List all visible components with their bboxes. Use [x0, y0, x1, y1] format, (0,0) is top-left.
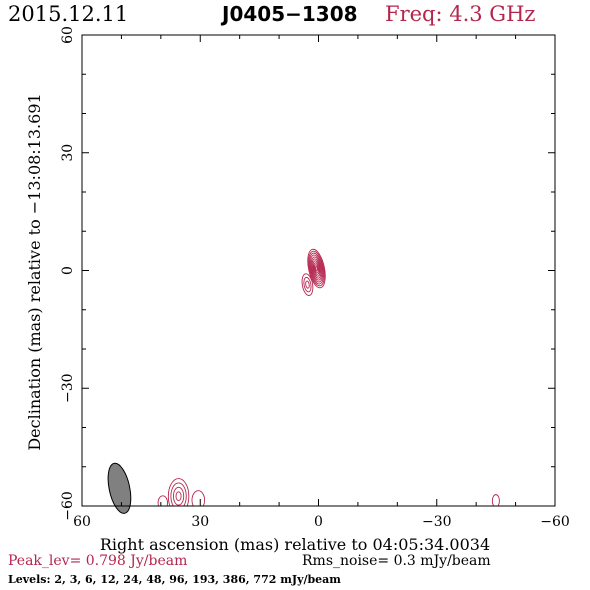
epoch-date: 2015.12.11 — [8, 2, 129, 26]
contour-core-7 — [313, 262, 320, 275]
beam-layer — [107, 462, 132, 514]
contour-core-1 — [308, 250, 325, 287]
axis-ticks — [81, 34, 556, 507]
y-tick-label: 60 — [60, 26, 76, 44]
contour-core-3 — [309, 254, 324, 283]
peak-level: Peak_lev= 0.798 Jy/beam — [8, 553, 188, 569]
x-tick-label: 60 — [73, 514, 91, 530]
y-axis-label: Declination (mas) relative to −13:08:13.… — [25, 93, 44, 450]
contour-core-6 — [312, 260, 321, 277]
contour-layer — [157, 248, 500, 506]
x-axis-label: Right ascension (mas) relative to 04:05:… — [100, 535, 490, 554]
x-tick-label: −60 — [540, 514, 570, 530]
contour-knot-0 — [301, 273, 314, 296]
contour-core-5 — [311, 258, 322, 279]
contour-edge-feature-right-0 — [491, 494, 500, 506]
contour-levels: Levels: 2, 3, 6, 12, 24, 48, 96, 193, 38… — [8, 573, 341, 586]
contour-core-0 — [307, 248, 326, 289]
contour-knot-1 — [303, 276, 312, 293]
beam-ellipse — [107, 462, 132, 514]
source-name: J0405−1308 — [222, 2, 358, 26]
contour-knot-2 — [305, 280, 310, 289]
contour-edge-feature-left-1 — [170, 482, 187, 506]
y-tick-label: 0 — [60, 266, 76, 275]
contour-core-4 — [310, 256, 323, 281]
contour-edge-feature-left-0 — [167, 478, 190, 506]
contour-core-2 — [309, 252, 324, 285]
x-tick-label: 0 — [314, 514, 323, 530]
x-tick-label: −30 — [422, 514, 452, 530]
contour-core-8 — [314, 264, 319, 273]
x-tick-label: 30 — [191, 514, 209, 530]
y-tick-label: 30 — [60, 144, 76, 162]
y-tick-label: −30 — [60, 373, 76, 403]
frequency-label: Freq: 4.3 GHz — [385, 2, 536, 26]
rms-noise: Rms_noise= 0.3 mJy/beam — [302, 553, 491, 569]
contour-edge-feature-far-0 — [157, 495, 168, 506]
y-tick-label: −60 — [60, 491, 76, 521]
contour-edge-feature-left-3 — [175, 491, 182, 502]
contour-edge-feature-mid-0 — [191, 490, 206, 506]
contour-edge-feature-left-2 — [172, 486, 185, 506]
contour-core-9 — [315, 266, 318, 271]
